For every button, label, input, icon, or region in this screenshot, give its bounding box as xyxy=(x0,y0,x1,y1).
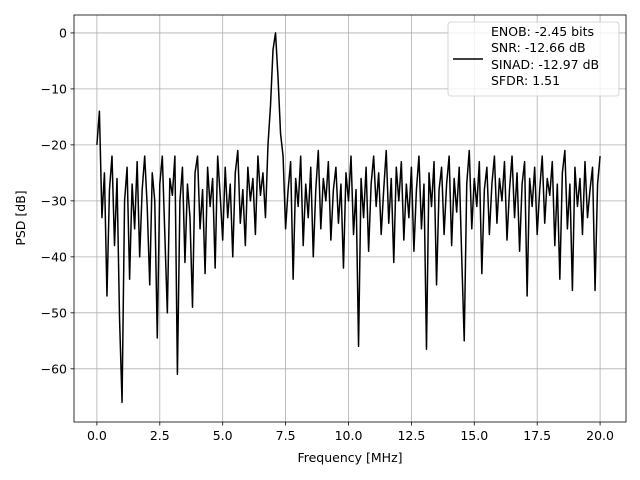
x-tick-label: 20.0 xyxy=(586,428,614,443)
x-tick-label: 12.5 xyxy=(397,428,425,443)
x-tick-label: 15.0 xyxy=(460,428,488,443)
y-tick-label: −10 xyxy=(41,81,67,96)
y-tick-label: −60 xyxy=(41,361,67,376)
y-axis-label: PSD [dB] xyxy=(13,190,28,245)
y-tick-label: −50 xyxy=(41,305,67,320)
x-tick-label: 0.0 xyxy=(87,428,107,443)
legend-box xyxy=(447,21,620,97)
y-tick-label: −30 xyxy=(41,193,67,208)
x-tick-label: 2.5 xyxy=(150,428,170,443)
y-tick-label: 0 xyxy=(59,25,67,40)
x-tick-label: 5.0 xyxy=(213,428,233,443)
plot-frame xyxy=(73,14,627,423)
data-line xyxy=(96,32,601,404)
legend-label: ENOB: -2.45 bits SNR: -12.66 dB SINAD: -… xyxy=(491,24,600,88)
x-tick-label: 17.5 xyxy=(523,428,551,443)
x-tick-label: 7.5 xyxy=(276,428,296,443)
y-tick-label: −40 xyxy=(41,249,67,264)
y-tick-label: −20 xyxy=(41,137,67,152)
x-axis-label: Frequency [MHz] xyxy=(297,450,402,465)
x-tick-label: 10.0 xyxy=(335,428,363,443)
